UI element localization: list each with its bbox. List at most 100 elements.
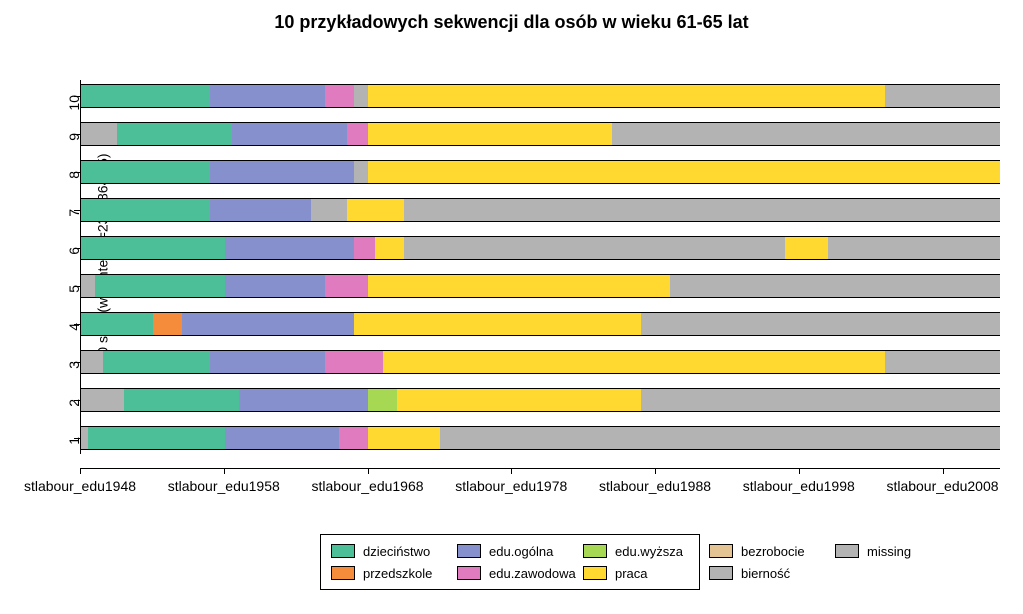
legend-label: dzieciństwo	[363, 544, 430, 559]
segment-praca	[347, 198, 404, 222]
segment-edu_zawodowa	[325, 274, 368, 298]
legend-item-przedszkole: przedszkole	[331, 562, 451, 584]
sequence-row	[80, 274, 1000, 298]
x-tick-label: stlabour_edu1998	[743, 478, 855, 494]
segment-praca	[368, 274, 670, 298]
segment-edu_ogolna	[210, 84, 325, 108]
legend-swatch	[583, 544, 607, 558]
x-tick-label: stlabour_edu1988	[599, 478, 711, 494]
segment-dziecinstwo	[88, 426, 224, 450]
legend-label: edu.ogólna	[489, 544, 553, 559]
segment-przedszkole	[153, 312, 182, 336]
segment-praca	[397, 388, 641, 412]
sequence-row	[80, 426, 1000, 450]
sequence-row	[80, 122, 1000, 146]
segment-missing	[440, 426, 1000, 450]
legend-label: missing	[867, 544, 911, 559]
sequence-row	[80, 312, 1000, 336]
segment-dziecinstwo	[81, 312, 153, 336]
segment-praca	[368, 426, 440, 450]
segment-missing	[404, 198, 1000, 222]
segment-edu_ogolna	[232, 122, 347, 146]
segment-praca	[785, 236, 828, 260]
legend-item-praca: praca	[583, 562, 703, 584]
x-tick-label: stlabour_edu2008	[886, 478, 998, 494]
sequence-chart: 10 przykładowych sekwencji dla osób w wi…	[0, 0, 1023, 614]
segment-edu_ogolna	[225, 426, 340, 450]
sequence-row	[80, 198, 1000, 222]
segment-edu_ogolna	[210, 350, 325, 374]
segment-missing	[670, 274, 1000, 298]
segment-dziecinstwo	[124, 388, 239, 412]
legend-item-missing: missing	[835, 540, 955, 562]
x-tick-label: stlabour_edu1948	[24, 478, 136, 494]
legend-swatch	[835, 544, 859, 558]
legend-item-edu_zawodowa: edu.zawodowa	[457, 562, 577, 584]
legend-item-bezrobocie: bezrobocie	[709, 540, 829, 562]
legend-swatch	[583, 566, 607, 580]
segment-dziecinstwo	[81, 160, 210, 184]
segment-missing	[641, 312, 1000, 336]
legend-label: przedszkole	[363, 566, 432, 581]
legend-swatch	[331, 566, 355, 580]
segment-praca	[368, 160, 1000, 184]
segment-biernosc	[81, 426, 88, 450]
segment-missing	[885, 350, 1000, 374]
segment-edu_ogolna	[239, 388, 368, 412]
segment-dziecinstwo	[95, 274, 224, 298]
sequence-row	[80, 350, 1000, 374]
segment-dziecinstwo	[81, 84, 210, 108]
segment-biernosc	[81, 388, 124, 412]
legend-swatch	[457, 566, 481, 580]
legend-swatch	[457, 544, 481, 558]
legend-item-edu_ogolna: edu.ogólna	[457, 540, 577, 562]
legend-label: edu.wyższa	[615, 544, 683, 559]
segment-praca	[383, 350, 886, 374]
segment-edu_ogolna	[225, 236, 354, 260]
segment-missing	[828, 236, 1000, 260]
segment-biernosc	[81, 350, 103, 374]
segment-missing	[404, 236, 785, 260]
sequence-row	[80, 160, 1000, 184]
x-tick-label: stlabour_edu1958	[168, 478, 280, 494]
legend-item-biernosc: bierność	[709, 562, 829, 584]
segment-edu_ogolna	[210, 198, 311, 222]
segment-missing	[885, 84, 1000, 108]
segment-edu_ogolna	[210, 160, 354, 184]
segment-biernosc	[81, 122, 117, 146]
segment-edu_zawodowa	[347, 122, 369, 146]
legend: dzieciństwo przedszkole edu.ogólna edu.zawo…	[320, 534, 700, 590]
legend-label: praca	[615, 566, 648, 581]
legend-label: bezrobocie	[741, 544, 805, 559]
segment-dziecinstwo	[81, 198, 210, 222]
legend-swatch	[709, 566, 733, 580]
segment-missing	[641, 388, 1000, 412]
segment-dziecinstwo	[117, 122, 232, 146]
segment-edu_ogolna	[225, 274, 326, 298]
legend-item-edu_wyzsza: edu.wyższa	[583, 540, 703, 562]
sequence-row	[80, 236, 1000, 260]
legend-swatch	[709, 544, 733, 558]
segment-dziecinstwo	[103, 350, 211, 374]
segment-missing	[612, 122, 1000, 146]
segment-biernosc	[81, 274, 95, 298]
sequence-row	[80, 388, 1000, 412]
segment-praca	[368, 122, 612, 146]
legend-label: edu.zawodowa	[489, 566, 576, 581]
segment-edu_zawodowa	[354, 236, 376, 260]
segment-dziecinstwo	[81, 236, 225, 260]
segment-praca	[368, 84, 885, 108]
chart-title: 10 przykładowych sekwencji dla osób w wi…	[0, 12, 1023, 33]
segment-edu_wyzsza	[368, 388, 397, 412]
segment-edu_zawodowa	[325, 350, 382, 374]
x-tick-label: stlabour_edu1978	[455, 478, 567, 494]
segment-edu_ogolna	[182, 312, 354, 336]
sequence-row	[80, 84, 1000, 108]
segment-edu_zawodowa	[325, 84, 354, 108]
segment-praca	[375, 236, 404, 260]
x-axis: stlabour_edu1948stlabour_edu1958stlabour…	[80, 468, 1000, 498]
segment-praca	[354, 312, 641, 336]
legend-item-dziecinstwo: dzieciństwo	[331, 540, 451, 562]
legend-label: bierność	[741, 566, 790, 581]
segment-biernosc	[311, 198, 347, 222]
